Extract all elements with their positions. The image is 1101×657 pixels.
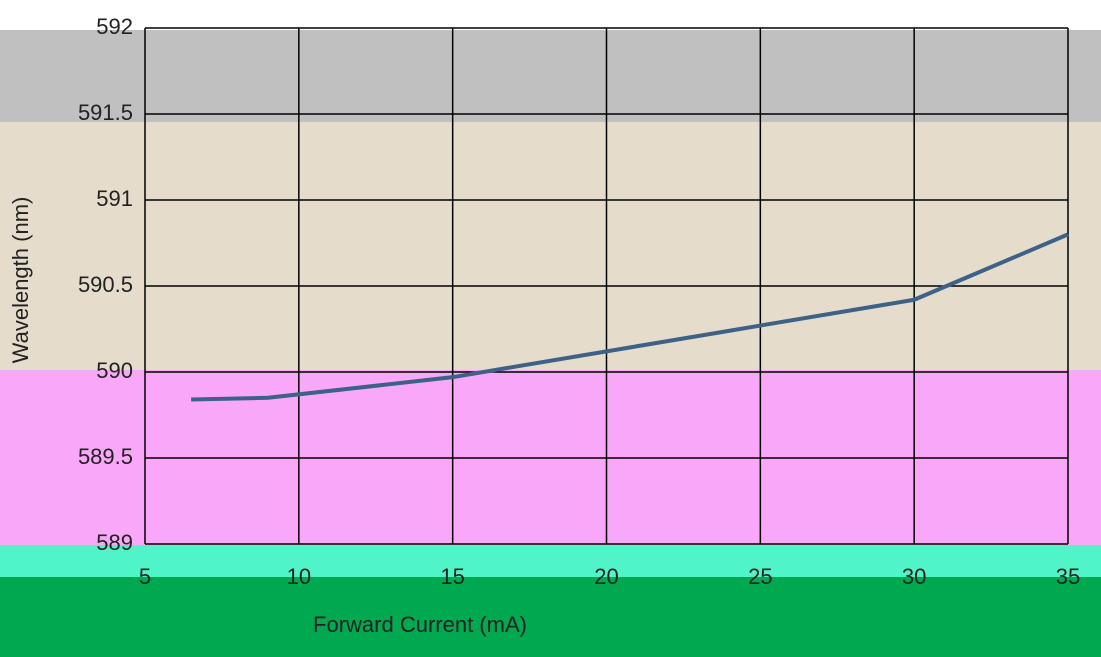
teal-band [0,545,1101,577]
y-tick-label: 590 [96,358,133,383]
plot-band [0,122,1101,372]
data-line [191,232,1069,402]
y-tick-label: 589.5 [78,444,133,469]
x-tick-label: 5 [139,564,151,589]
x-tick-label: 15 [440,564,464,589]
x-tick-label: 20 [594,564,618,589]
y-tick-label: 591.5 [78,100,133,125]
x-tick-label: 25 [748,564,772,589]
gray-band [0,30,1101,122]
y-tick-label: 589 [96,530,133,555]
y-tick-label: 591 [96,186,133,211]
y-axis-label: Wavelength (nm) [8,197,33,364]
x-tick-label: 30 [902,564,926,589]
x-tick-label: 10 [287,564,311,589]
y-tick-label: 590.5 [78,272,133,297]
green-band [0,577,1101,657]
y-tick-label: 592 [96,14,133,39]
x-axis-label: Forward Current (mA) [313,612,527,637]
x-tick-label: 35 [1056,564,1080,589]
